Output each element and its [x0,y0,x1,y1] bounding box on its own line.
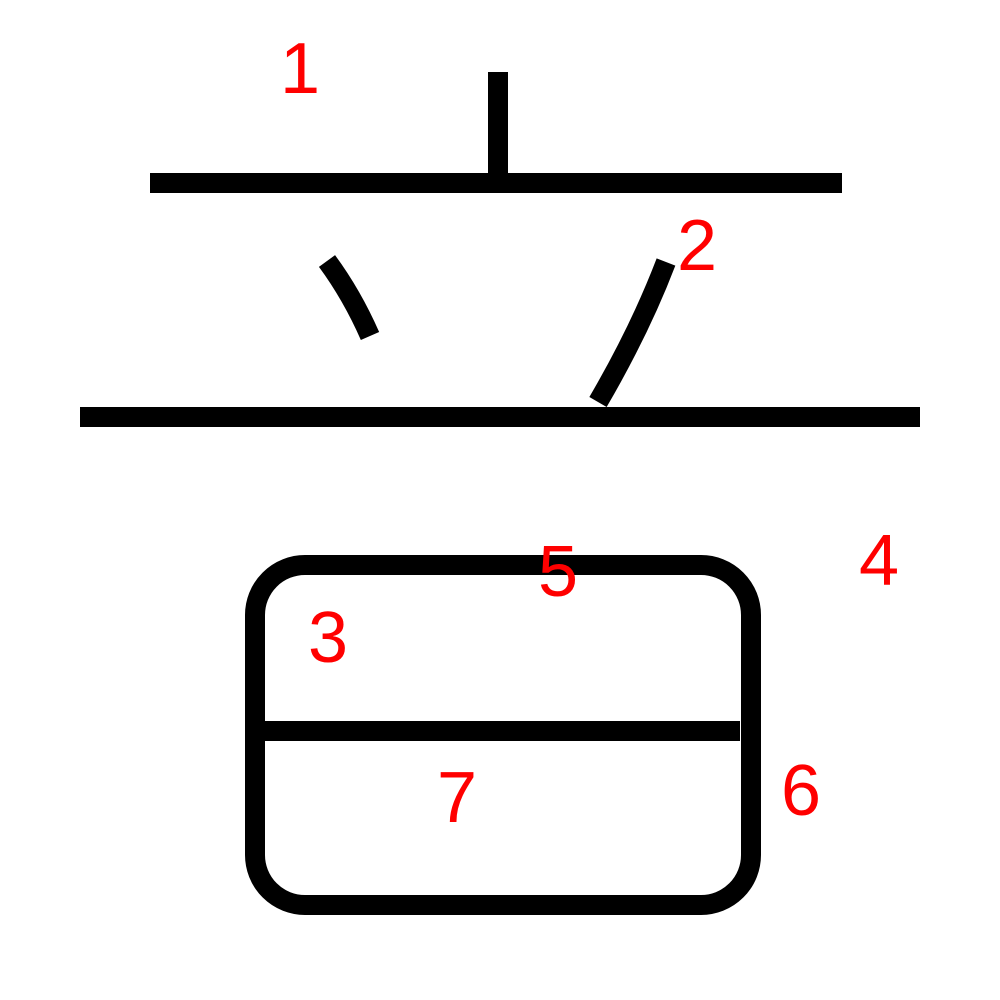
stroke-number-3: 3 [308,598,349,678]
stroke-number-2: 2 [677,206,718,286]
stroke-number-6: 6 [781,751,822,831]
stroke-number-5: 5 [538,532,579,612]
stroke-number-4: 4 [859,521,900,601]
stroke-left-dot [318,255,380,341]
stroke-number-7: 7 [437,758,478,838]
stroke-number-1: 1 [280,29,321,109]
stroke-right-slant [589,258,676,408]
